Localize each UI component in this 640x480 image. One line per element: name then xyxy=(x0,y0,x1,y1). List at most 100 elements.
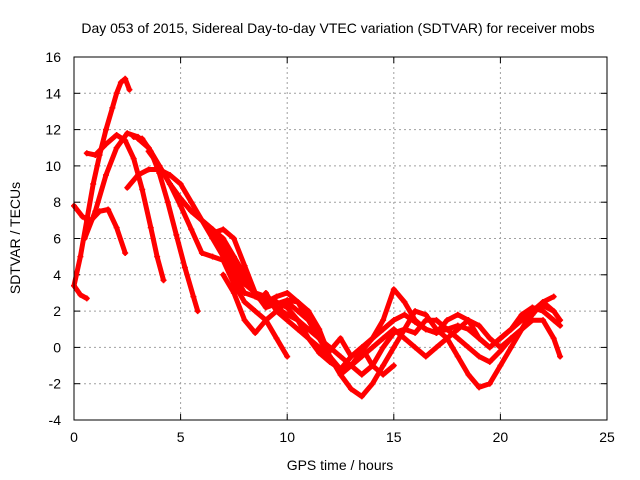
data-point-marker xyxy=(316,349,323,356)
y-tick-label: -2 xyxy=(49,376,62,392)
data-point-marker xyxy=(557,322,564,329)
data-point-marker xyxy=(486,358,493,365)
data-point-marker xyxy=(444,335,451,342)
data-point-marker xyxy=(145,148,152,155)
data-point-marker xyxy=(412,344,419,351)
data-point-marker xyxy=(194,308,201,315)
data-point-marker xyxy=(109,104,116,111)
data-point-marker xyxy=(252,289,259,296)
data-point-marker xyxy=(139,186,146,193)
data-point-marker xyxy=(337,371,344,378)
data-point-marker xyxy=(273,308,280,315)
data-point-marker xyxy=(369,380,376,387)
data-point-marker xyxy=(401,335,408,342)
grid xyxy=(74,57,607,420)
data-point-marker xyxy=(412,317,419,324)
y-tick-label: 12 xyxy=(45,122,61,138)
data-point-marker xyxy=(422,311,429,318)
data-point-marker xyxy=(348,386,355,393)
data-point-marker xyxy=(401,311,408,318)
series-line xyxy=(146,148,563,378)
data-point-marker xyxy=(550,293,557,300)
data-point-marker xyxy=(284,304,291,311)
data-point-marker xyxy=(177,181,184,188)
data-point-marker xyxy=(337,335,344,342)
data-point-marker xyxy=(160,277,167,284)
data-point-marker xyxy=(476,335,483,342)
data-point-marker xyxy=(518,311,525,318)
data-point-marker xyxy=(81,235,88,242)
data-point-marker xyxy=(316,344,323,351)
data-point-marker xyxy=(220,244,227,251)
data-point-marker xyxy=(113,144,120,151)
data-point-marker xyxy=(124,184,131,191)
data-point-marker xyxy=(241,289,248,296)
data-point-marker xyxy=(113,224,120,231)
data-point-marker xyxy=(390,286,397,293)
data-point-marker xyxy=(444,326,451,333)
data-point-marker xyxy=(92,152,99,159)
data-point-marker xyxy=(497,344,504,351)
data-point-marker xyxy=(380,326,387,333)
data-point-marker xyxy=(316,326,323,333)
data-point-marker xyxy=(188,226,195,233)
data-point-marker xyxy=(476,353,483,360)
y-tick-label: 14 xyxy=(45,85,61,101)
data-point-marker xyxy=(134,135,141,142)
data-point-marker xyxy=(465,371,472,378)
x-tick-label: 25 xyxy=(599,429,615,445)
data-point-marker xyxy=(230,280,237,287)
data-point-marker xyxy=(220,271,227,278)
data-point-marker xyxy=(369,362,376,369)
data-point-marker xyxy=(358,393,365,400)
tick-labels: 0 5 10 15 20 25 -4 -2 0 2 4 6 8 10 12 14 16 xyxy=(45,49,615,445)
series-line xyxy=(84,132,166,283)
data-point-marker xyxy=(390,344,397,351)
data-point-marker xyxy=(518,326,525,333)
x-tick-label: 10 xyxy=(279,429,295,445)
y-tick-label: 0 xyxy=(53,339,61,355)
data-point-marker xyxy=(422,317,429,324)
data-point-marker xyxy=(454,311,461,318)
y-tick-label: 4 xyxy=(53,267,61,283)
data-point-marker xyxy=(113,132,120,139)
data-point-marker xyxy=(90,181,97,188)
data-point-marker xyxy=(262,317,269,324)
data-point-marker xyxy=(130,155,137,162)
x-axis-label: GPS time / hours xyxy=(287,457,394,473)
data-point-marker xyxy=(380,317,387,324)
data-point-marker xyxy=(181,264,188,271)
data-point-marker xyxy=(241,262,248,269)
data-point-marker xyxy=(198,250,205,257)
data-point-marker xyxy=(316,335,323,342)
data-point-marker xyxy=(105,206,112,213)
y-tick-label: 16 xyxy=(45,49,61,65)
series-arc-12 xyxy=(262,289,557,378)
y-tick-label: 2 xyxy=(53,303,61,319)
data-point-marker xyxy=(262,304,269,311)
data-point-marker xyxy=(454,353,461,360)
data-point-marker xyxy=(486,344,493,351)
data-point-marker xyxy=(164,199,171,206)
series-arc-3 xyxy=(71,202,129,257)
data-point-marker xyxy=(262,289,269,296)
data-point-marker xyxy=(390,326,397,333)
data-point-marker xyxy=(348,362,355,369)
data-point-marker xyxy=(369,335,376,342)
data-point-marker xyxy=(326,353,333,360)
data-point-marker xyxy=(77,291,84,298)
data-point-marker xyxy=(102,126,109,133)
data-point-marker xyxy=(497,362,504,369)
data-point-marker xyxy=(454,326,461,333)
data-point-marker xyxy=(550,317,557,324)
data-series xyxy=(71,75,564,400)
data-point-marker xyxy=(209,253,216,260)
data-point-marker xyxy=(369,344,376,351)
data-point-marker xyxy=(444,317,451,324)
data-point-marker xyxy=(273,335,280,342)
data-point-marker xyxy=(540,317,547,324)
data-point-marker xyxy=(220,235,227,242)
data-point-marker xyxy=(102,171,109,178)
